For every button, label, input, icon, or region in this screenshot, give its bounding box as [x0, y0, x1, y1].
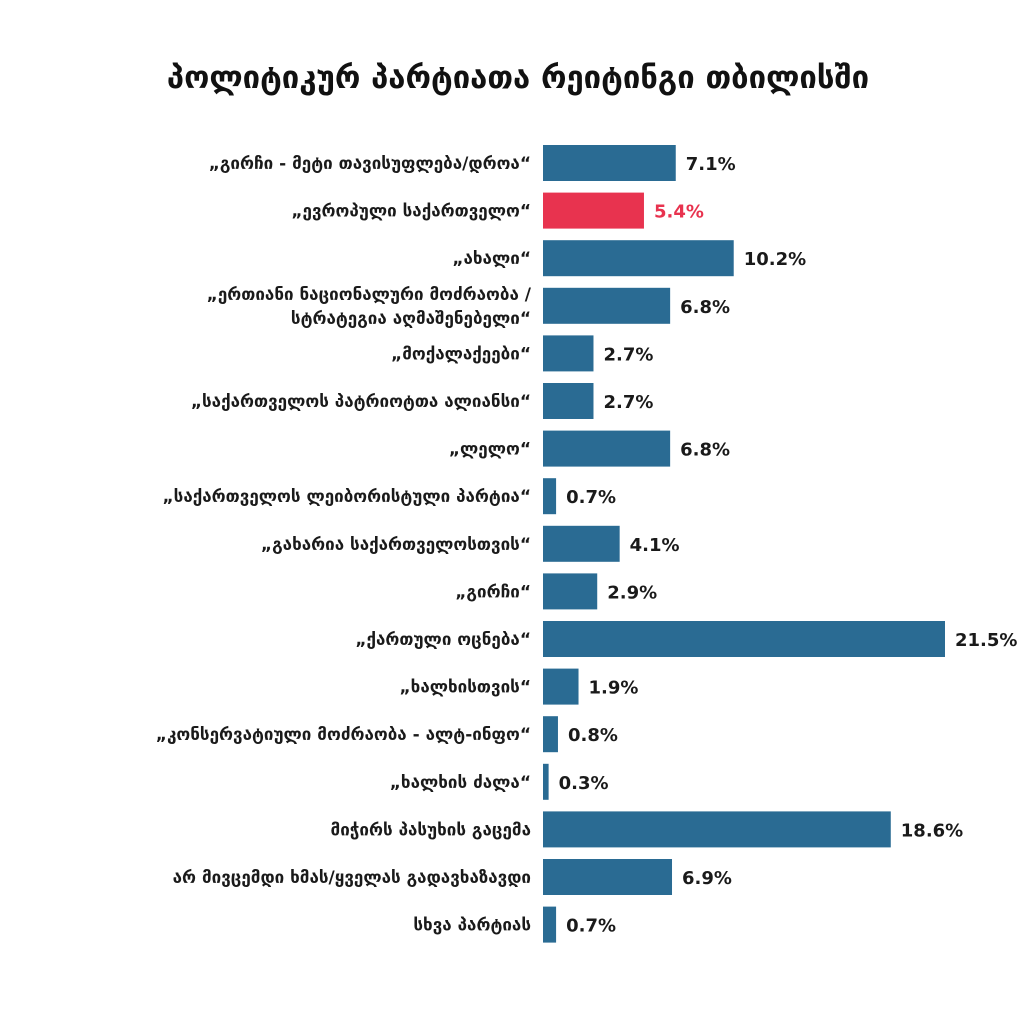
bar-11: [543, 668, 579, 705]
category-label-line: სხვა პარტიას: [413, 916, 531, 936]
category-label-12: „კონსერვატიული მოძრაობა - ალტ-ინფო“: [156, 725, 531, 745]
category-label-line: „საქართველოს პატრიოტთა ალიანსი“: [191, 392, 531, 412]
category-label-line: სტრატეგია აღმაშენებელი“: [291, 309, 531, 329]
bar-2: [543, 240, 734, 277]
bar-9: [543, 573, 598, 610]
category-label-line: „ახალი“: [452, 249, 531, 269]
bar-1: [543, 192, 644, 229]
value-label-7: 0.7%: [566, 487, 616, 508]
category-label-line: არ მივცემდი ხმას/ყველას გადავხაზავდი: [173, 868, 531, 888]
category-label-3: „ერთიანი ნაციონალური მოძრაობა / სტრატეგია…: [207, 285, 532, 329]
category-label-16: სხვა პარტიას: [413, 916, 531, 936]
bar-15: [543, 859, 673, 895]
category-label-line: მიჭირს პასუხის გაცემა: [331, 820, 531, 840]
bar-13: [543, 763, 549, 800]
category-label-line: „ხალხის ძალა“: [390, 773, 531, 793]
bar-3: [543, 287, 671, 324]
value-label-10: 21.5%: [955, 630, 1017, 651]
bar-16: [543, 906, 557, 943]
bar-14: [543, 811, 891, 848]
value-label-16: 0.7%: [566, 916, 616, 937]
chart-title: პოლიტიკურ პარტიათა რეიტინგი თბილისში: [167, 60, 869, 96]
bar-5: [543, 383, 594, 419]
bar-4: [543, 335, 594, 372]
category-label-15: არ მივცემდი ხმას/ყველას გადავხაზავდი: [173, 868, 531, 888]
value-label-8: 4.1%: [630, 535, 680, 556]
category-label-1: „ევროპული საქართველო“: [291, 202, 531, 222]
category-label-line: „მოქალაქეები“: [391, 344, 531, 364]
value-label-12: 0.8%: [568, 725, 618, 746]
category-label-line: „ერთიანი ნაციონალური მოძრაობა /: [207, 285, 532, 305]
category-label-14: მიჭირს პასუხის გაცემა: [331, 820, 531, 840]
value-label-9: 2.9%: [607, 582, 657, 603]
category-label-6: „ლელო“: [449, 440, 531, 460]
category-label-line: „გახარია საქართველოსთვის“: [261, 535, 531, 555]
category-label-line: „გირჩი“: [455, 582, 531, 602]
category-label-line: „ქართული ოცნება“: [355, 630, 531, 650]
category-label-7: „საქართველოს ლეიბორისტული პარტია“: [163, 487, 532, 507]
category-label-line: „საქართველოს ლეიბორისტული პარტია“: [163, 487, 532, 507]
category-label-4: „მოქალაქეები“: [391, 344, 531, 364]
category-label-8: „გახარია საქართველოსთვის“: [261, 535, 531, 555]
bar-10: [543, 621, 945, 657]
value-label-15: 6.9%: [682, 868, 732, 889]
category-label-9: „გირჩი“: [455, 582, 531, 602]
category-label-10: „ქართული ოცნება“: [355, 630, 531, 650]
value-label-0: 7.1%: [686, 154, 736, 175]
value-label-14: 18.6%: [901, 820, 963, 841]
category-label-line: „კონსერვატიული მოძრაობა - ალტ-ინფო“: [156, 725, 531, 745]
bar-7: [543, 478, 557, 515]
category-label-line: „ხალხისთვის“: [400, 678, 532, 698]
value-label-3: 6.8%: [680, 297, 730, 318]
category-label-line: „გირჩი - მეტი თავისუფლება/დროა“: [209, 154, 531, 174]
bar-12: [543, 716, 558, 753]
value-label-6: 6.8%: [680, 440, 730, 461]
category-label-0: „გირჩი - მეტი თავისუფლება/დროა“: [209, 154, 531, 174]
value-label-1: 5.4%: [654, 202, 704, 223]
bars-group: „გირჩი - მეტი თავისუფლება/დროა“ 7.1% „ევრო…: [156, 145, 1017, 943]
value-label-5: 2.7%: [603, 392, 653, 413]
category-label-line: „ევროპული საქართველო“: [291, 202, 531, 222]
bar-6: [543, 430, 671, 467]
value-label-13: 0.3%: [559, 773, 609, 794]
category-label-11: „ხალხისთვის“: [400, 678, 532, 698]
category-label-13: „ხალხის ძალა“: [390, 773, 531, 793]
bar-0: [543, 145, 676, 181]
category-label-line: „ლელო“: [449, 440, 531, 460]
category-label-5: „საქართველოს პატრიოტთა ალიანსი“: [191, 392, 531, 412]
value-label-11: 1.9%: [589, 678, 639, 699]
value-label-2: 10.2%: [744, 249, 806, 270]
category-label-2: „ახალი“: [452, 249, 531, 269]
value-label-4: 2.7%: [603, 344, 653, 365]
bar-8: [543, 525, 620, 562]
